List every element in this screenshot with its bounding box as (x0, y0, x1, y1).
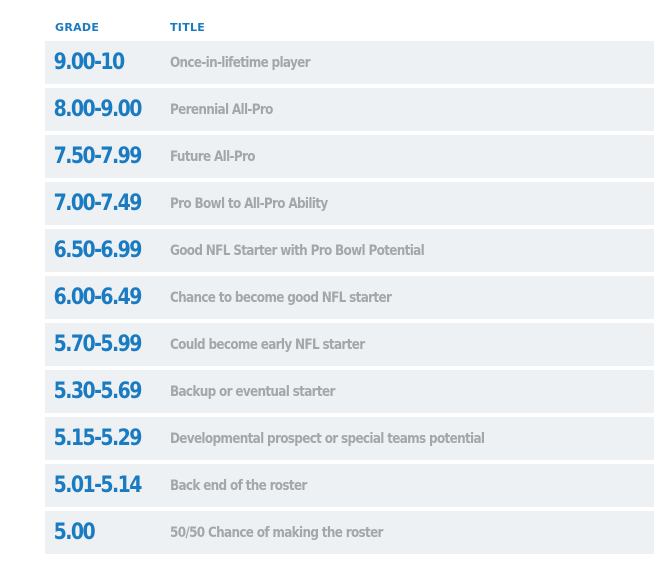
grade-title: Good NFL Starter with Pro Bowl Potential (170, 242, 425, 259)
grade-value: 7.00-7.49 (53, 191, 143, 216)
grade-title: Pro Bowl to All-Pro Ability (170, 195, 328, 212)
grade-value: 8.00-9.00 (53, 97, 143, 122)
table-row: 6.50-6.99 Good NFL Starter with Pro Bowl … (45, 229, 654, 272)
grade-value: 5.30-5.69 (53, 379, 143, 404)
grade-title: Chance to become good NFL starter (170, 289, 392, 306)
table-row: 9.00-10 Once-in-lifetime player (45, 41, 654, 84)
grade-value: 6.00-6.49 (53, 285, 143, 310)
grade-title: Developmental prospect or special teams … (170, 430, 485, 447)
table-row: 6.00-6.49 Chance to become good NFL start… (45, 276, 654, 319)
table-body: 9.00-10 Once-in-lifetime player 8.00-9.00 P… (45, 41, 654, 554)
table-row: 5.01-5.14 Back end of the roster (45, 464, 654, 507)
grade-title: Backup or eventual starter (170, 383, 335, 400)
grade-value: 5.70-5.99 (53, 332, 143, 357)
table-row: 8.00-9.00 Perennial All-Pro (45, 88, 654, 131)
table-header: GRADE TITLE (45, 14, 654, 41)
grade-value: 5.15-5.29 (53, 426, 143, 451)
grade-value: 9.00-10 (53, 50, 126, 75)
table-row: 7.50-7.99 Future All-Pro (45, 135, 654, 178)
table-row: 5.30-5.69 Backup or eventual starter (45, 370, 654, 413)
table-row: 5.15-5.29 Developmental prospect or speci… (45, 417, 654, 460)
grade-title: Back end of the roster (170, 477, 307, 494)
grade-title: Could become early NFL starter (170, 336, 365, 353)
grade-title: Future All-Pro (170, 148, 255, 165)
grade-value: 5.00 (53, 520, 96, 545)
table-row: 7.00-7.49 Pro Bowl to All-Pro Ability (45, 182, 654, 225)
grade-title: 50/50 Chance of making the roster (170, 524, 383, 541)
header-title: TITLE (170, 21, 206, 34)
grade-value: 7.50-7.99 (53, 144, 143, 169)
grade-value: 6.50-6.99 (53, 238, 143, 263)
grade-title: Perennial All-Pro (170, 101, 273, 118)
grade-value: 5.01-5.14 (53, 473, 143, 498)
table-row: 5.70-5.99 Could become early NFL starter (45, 323, 654, 366)
grade-title: Once-in-lifetime player (170, 54, 311, 71)
table-row: 5.00 50/50 Chance of making the roster (45, 511, 654, 554)
grade-table: GRADE TITLE 9.00-10 Once-in-lifetime play… (45, 14, 654, 554)
header-grade: GRADE (55, 21, 100, 34)
